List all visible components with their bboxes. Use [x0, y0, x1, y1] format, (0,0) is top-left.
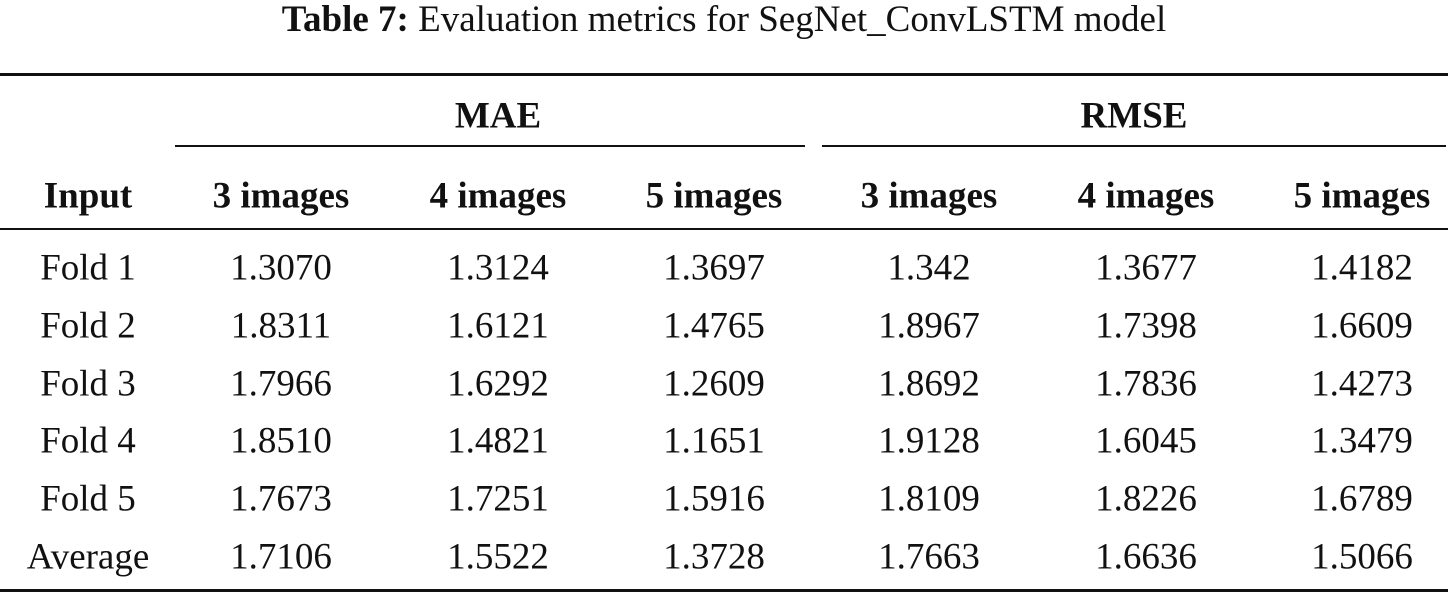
column-header: 4 images [429, 175, 567, 217]
caption: Table 7: Evaluation metrics for SegNet_C… [0, 0, 1448, 40]
table-cell: 1.4821 [447, 420, 549, 462]
top-rule [0, 73, 1448, 76]
table-cell: 1.1651 [663, 420, 765, 462]
table-cell: 1.7836 [1095, 363, 1197, 405]
table-cell: 1.4765 [663, 305, 765, 347]
table-cell: 1.5916 [663, 478, 765, 520]
table-cell: 1.8692 [878, 363, 980, 405]
row-label: Average [26, 536, 150, 578]
row-label: Fold 2 [40, 305, 136, 347]
column-header: 5 images [1293, 175, 1431, 217]
table-cell: 1.2609 [663, 363, 765, 405]
table-cell: 1.3677 [1095, 247, 1197, 289]
column-header: 3 images [212, 175, 350, 217]
table-cell: 1.3479 [1311, 420, 1413, 462]
table-cell: 1.7673 [230, 478, 332, 520]
header-rule [0, 228, 1448, 230]
table-cell: 1.8109 [878, 478, 980, 520]
table-cell: 1.6609 [1311, 305, 1413, 347]
table-cell: 1.6121 [447, 305, 549, 347]
caption-label: Table 7: [281, 0, 409, 40]
table-cell: 1.6789 [1311, 478, 1413, 520]
group-header: MAE [454, 95, 542, 137]
table-cell: 1.7966 [230, 363, 332, 405]
table-cell: 1.342 [887, 247, 971, 289]
table-cell: 1.5522 [447, 536, 549, 578]
column-header: 5 images [645, 175, 783, 217]
table-cell: 1.7398 [1095, 305, 1197, 347]
table-cell: 1.8967 [878, 305, 980, 347]
group-header: RMSE [1080, 95, 1188, 137]
column-header: 4 images [1077, 175, 1215, 217]
table-cell: 1.9128 [878, 420, 980, 462]
table-cell: 1.6045 [1095, 420, 1197, 462]
column-header: Input [43, 175, 133, 217]
table-cell: 1.8510 [230, 420, 332, 462]
table-cell: 1.8226 [1095, 478, 1197, 520]
group-rule [822, 145, 1446, 147]
table-cell: 1.8311 [230, 305, 332, 347]
table-cell: 1.7251 [447, 478, 549, 520]
table-cell: 1.3728 [663, 536, 765, 578]
table-cell: 1.3697 [663, 247, 765, 289]
caption-text: Evaluation metrics for SegNet_ConvLSTM m… [418, 0, 1167, 40]
table-cell: 1.3070 [230, 247, 332, 289]
table-cell: 1.7106 [230, 536, 332, 578]
row-label: Fold 1 [40, 247, 136, 289]
table-cell: 1.3124 [447, 247, 549, 289]
row-label: Fold 3 [40, 363, 136, 405]
row-label: Fold 5 [40, 478, 136, 520]
bottom-rule [0, 589, 1448, 592]
table-cell: 1.6292 [447, 363, 549, 405]
column-header: 3 images [860, 175, 998, 217]
table-cell: 1.4182 [1311, 247, 1413, 289]
row-label: Fold 4 [40, 420, 136, 462]
group-rule [175, 145, 805, 147]
table-cell: 1.4273 [1311, 363, 1413, 405]
table-cell: 1.6636 [1095, 536, 1197, 578]
table-cell: 1.7663 [878, 536, 980, 578]
table-cell: 1.5066 [1311, 536, 1413, 578]
